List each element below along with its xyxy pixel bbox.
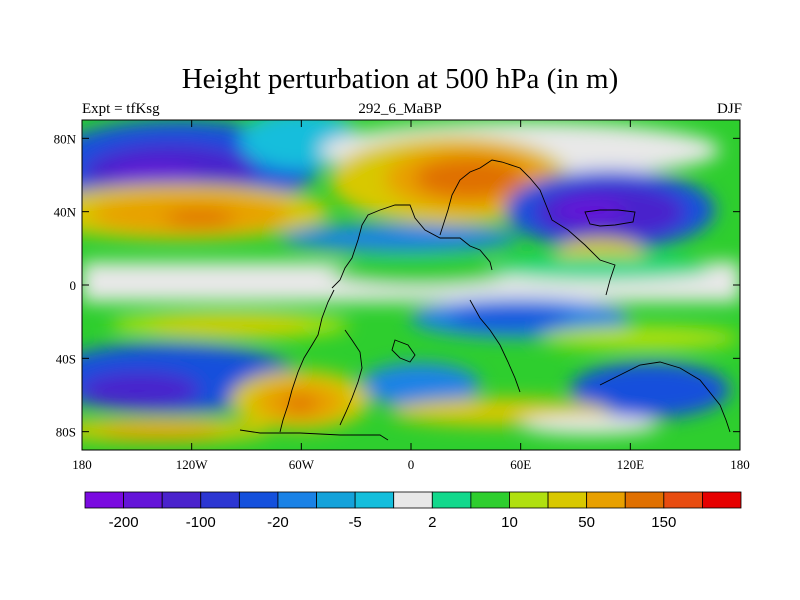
field-pacific-red [165,210,235,226]
period-label: 292_6_MaBP [358,101,442,117]
colorbar-swatch [547,491,588,509]
y-tick-label: 80S [56,425,76,440]
y-tick-label: 40N [54,205,77,220]
coastline-island [391,339,416,363]
field-south-atlantic-core [282,396,318,412]
coastline-eurasia [439,159,616,296]
coastline-atlantic-north [331,204,493,289]
field-tropics-green [330,258,510,286]
x-tick-label: 0 [408,457,415,472]
field-south-indian-blue [570,362,730,418]
field-southern-ocean-neutral [520,415,660,435]
colorbar-swatch [238,491,279,509]
colorbar-swatch [277,491,317,509]
colorbar-swatch [161,491,202,509]
colorbar-label: -20 [267,514,289,531]
field-eurasia-highcore [415,158,525,198]
coastline-south-america-east [339,329,363,426]
colorbar-swatch [663,491,703,509]
x-tick-label: 180 [730,457,750,472]
season-label: DJF [716,101,742,117]
colorbar-label: 10 [501,514,518,531]
colorbar-label: -200 [109,514,139,531]
field-tropics-teal [490,256,710,280]
coastline-africa [469,299,521,393]
colorbar-swatch [354,491,395,509]
y-tick-label: 40S [56,351,76,366]
coastline-east-asia [584,209,636,227]
field-australia-yellowgreen [540,326,740,350]
field-south-pacific-yellow [150,317,310,333]
colorbar-swatch [393,491,433,509]
field-atlantic-blue [280,224,520,252]
colorbar-label: -100 [186,514,216,531]
colorbar-label: 50 [578,514,595,531]
experiment-label: Expt = tfKsg [82,101,160,117]
chart-title: Height perturbation at 500 hPa (in m) [181,63,619,95]
field-east-asia-core [555,198,625,222]
colorbar-swatch [624,491,665,509]
colorbar-swatch [431,491,472,509]
colorbar-label: -5 [348,514,361,531]
colorbar-label: 2 [428,514,436,531]
field-antarctic-orange [100,424,220,440]
height-field [82,120,740,450]
coastline-australia [599,361,731,433]
y-tick-label: 0 [70,278,77,293]
colorbar-swatch [200,491,240,509]
colorbar-swatch [84,491,124,509]
colorbar-swatch [470,491,510,509]
colorbar-swatch [316,491,356,509]
colorbar: -200 -100 -20 -5 2 10 50 150 [84,491,742,531]
y-tick-label: 80N [54,131,77,146]
x-tick-label: 120W [176,457,209,472]
field-indian-core [450,308,570,328]
colorbar-swatch [586,491,626,509]
field-south-atlantic-blue [360,363,480,407]
x-tick-label: 60W [289,457,315,472]
coastline-americas [279,289,335,433]
colorbar-swatch [702,491,742,509]
colorbar-swatch [509,491,549,509]
x-tick-label: 180 [72,457,92,472]
x-tick-label: 120E [617,457,645,472]
coastlines [239,159,731,441]
field-south-pacific-indigo [82,372,200,408]
colorbar-label: 150 [651,514,676,531]
colorbar-swatch [123,491,163,509]
axes-layer: 180 120W 60W 0 60E 120E 180 80N 40N 0 40S 80S [54,120,750,472]
coastline-antarctica [239,429,389,441]
x-tick-label: 60E [510,457,531,472]
